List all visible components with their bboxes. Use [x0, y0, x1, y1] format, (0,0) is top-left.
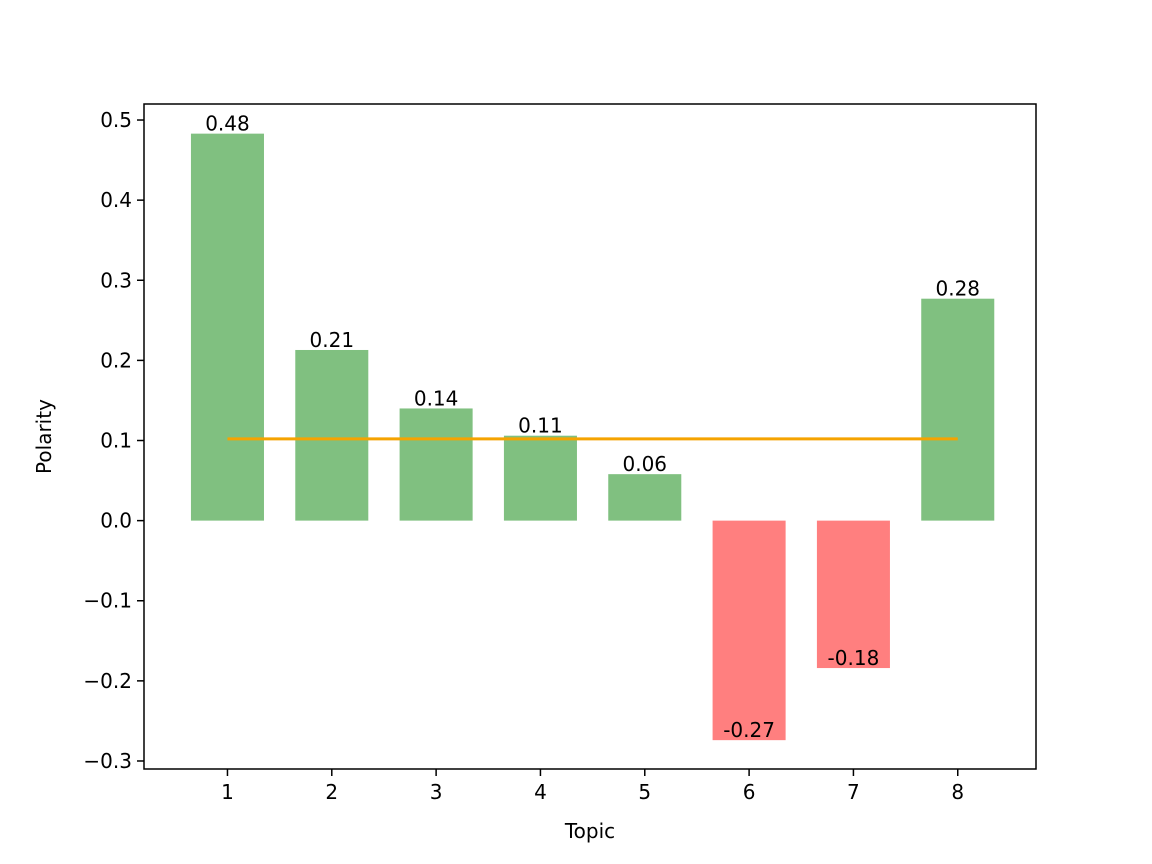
- x-tick-label: 4: [534, 780, 547, 804]
- y-tick-label: 0.5: [100, 108, 132, 132]
- y-tick-label: 0.4: [100, 188, 132, 212]
- bar-value-label-2: 0.21: [310, 328, 355, 352]
- x-tick-label: 7: [847, 780, 860, 804]
- x-tick-label: 6: [743, 780, 756, 804]
- bar-topic-5: [608, 474, 682, 521]
- x-tick-label: 1: [221, 780, 234, 804]
- bar-topic-6: [712, 520, 786, 741]
- y-axis-label: Polarity: [32, 399, 56, 474]
- y-tick-label: 0.2: [100, 348, 132, 372]
- x-tick-label: 2: [325, 780, 338, 804]
- bar-value-label-6: -0.27: [723, 718, 775, 742]
- y-tick-label: 0.0: [100, 509, 132, 533]
- bar-topic-3: [399, 408, 473, 521]
- x-axis-ticks: 1 2 3 4 5 6 7 8: [221, 769, 964, 804]
- y-tick-label: −0.3: [83, 749, 132, 773]
- bar-topic-2: [295, 349, 369, 521]
- plot-frame: [143, 103, 1037, 770]
- bar-topic-1: [190, 133, 264, 521]
- bar-value-label-1: 0.48: [205, 112, 250, 136]
- bar-value-label-8: 0.28: [935, 277, 980, 301]
- x-tick-label: 8: [951, 780, 964, 804]
- bar-topic-8: [921, 298, 995, 521]
- y-tick-label: 0.3: [100, 268, 132, 292]
- bar-topic-7: [816, 520, 890, 669]
- y-axis-ticks: 0.5 0.4 0.3 0.2 0.1 0.0 −0.1 −0.2 −0.3: [83, 108, 144, 773]
- bar-value-label-3: 0.14: [414, 386, 459, 410]
- data-labels-group: 0.48 0.21 0.14 0.11 0.06 -0.27 -0.18 0.28: [205, 112, 980, 743]
- x-axis-label: Topic: [564, 819, 615, 843]
- x-tick-label: 5: [638, 780, 651, 804]
- y-tick-label: −0.1: [83, 589, 132, 613]
- x-tick-label: 3: [430, 780, 443, 804]
- bar-value-label-5: 0.06: [623, 452, 668, 476]
- y-tick-label: −0.2: [83, 669, 132, 693]
- bar-value-label-7: -0.18: [828, 646, 880, 670]
- bar-value-label-4: 0.11: [518, 414, 563, 438]
- bars-group: [190, 133, 995, 741]
- y-tick-label: 0.1: [100, 429, 132, 453]
- bar-topic-4: [503, 435, 577, 521]
